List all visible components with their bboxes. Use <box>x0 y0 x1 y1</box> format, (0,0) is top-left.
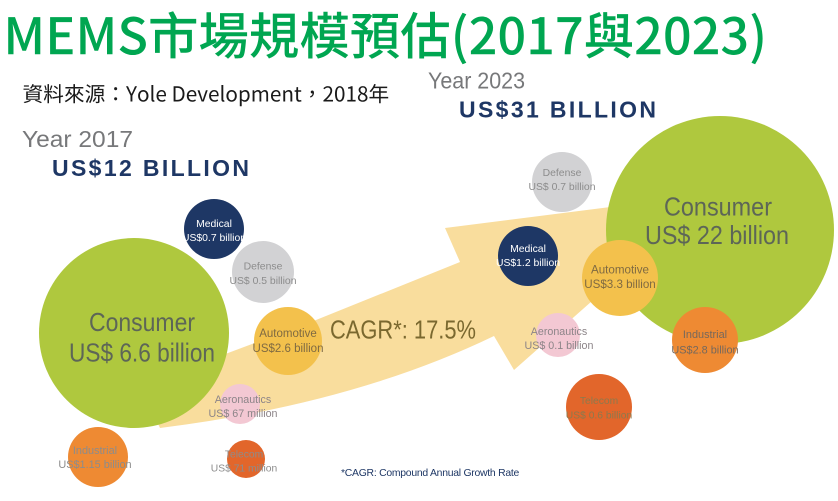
svg-text:Medical: Medical <box>196 219 232 230</box>
svg-text:Medical: Medical <box>510 244 546 255</box>
svg-text:Automotive: Automotive <box>591 264 649 277</box>
svg-text:US$2.6 billion: US$2.6 billion <box>253 343 324 355</box>
svg-text:US$ 0.7 billion: US$ 0.7 billion <box>528 182 595 193</box>
svg-text:CAGR*: 17.5%: CAGR*: 17.5% <box>330 315 476 345</box>
svg-text:Aeronautics: Aeronautics <box>531 326 587 338</box>
svg-text:US$1.2 billion: US$1.2 billion <box>496 258 560 269</box>
svg-text:Industrial: Industrial <box>73 445 117 457</box>
svg-text:US$1.15 billion: US$1.15 billion <box>58 459 131 471</box>
svg-text:*CAGR: Compound Annual Growth: *CAGR: Compound Annual Growth Rate <box>341 468 520 479</box>
svg-text:US$3.3 billion: US$3.3 billion <box>584 278 656 291</box>
svg-text:Consumer: Consumer <box>89 307 195 337</box>
svg-text:Consumer: Consumer <box>664 192 772 222</box>
svg-text:Telecom: Telecom <box>580 396 618 407</box>
svg-text:US$ 0.6 billion: US$ 0.6 billion <box>566 411 633 422</box>
svg-text:US$2.8 billion: US$2.8 billion <box>671 345 738 357</box>
svg-text:Year 2023: Year 2023 <box>428 68 525 94</box>
svg-text:Telecom: Telecom <box>225 450 263 461</box>
svg-text:Aeronautics: Aeronautics <box>215 394 271 406</box>
svg-text:US$ 0.1 billion: US$ 0.1 billion <box>525 340 594 352</box>
svg-text:Industrial: Industrial <box>683 329 727 341</box>
svg-text:US$31 BILLION: US$31 BILLION <box>459 97 656 123</box>
svg-text:Defense: Defense <box>543 168 582 179</box>
svg-text:US$ 71 million: US$ 71 million <box>211 464 278 475</box>
svg-text:Year 2017: Year 2017 <box>22 126 133 152</box>
svg-text:US$ 22 billion: US$ 22 billion <box>645 220 789 250</box>
svg-text:US$ 0.5 billion: US$ 0.5 billion <box>229 276 296 287</box>
svg-text:US$0.7 billion: US$0.7 billion <box>182 233 246 244</box>
svg-text:Automotive: Automotive <box>259 328 317 340</box>
svg-text:US$ 6.6 billion: US$ 6.6 billion <box>69 338 215 368</box>
svg-text:Defense: Defense <box>244 262 283 273</box>
svg-text:US$12 BILLION: US$12 BILLION <box>52 155 249 181</box>
svg-text:US$ 67 million: US$ 67 million <box>209 408 278 420</box>
